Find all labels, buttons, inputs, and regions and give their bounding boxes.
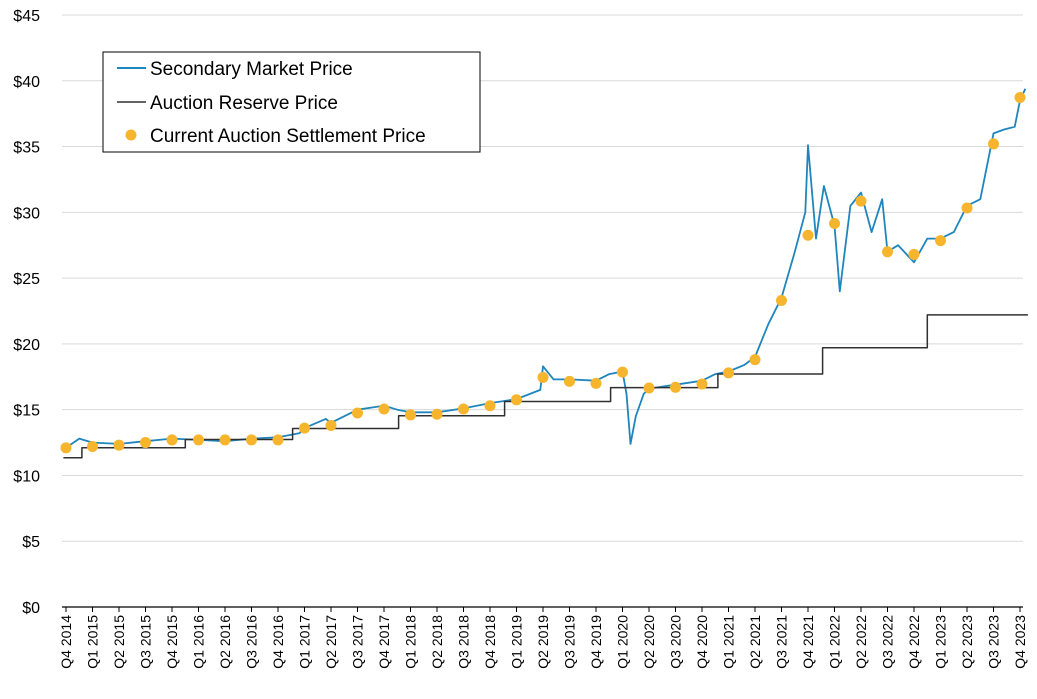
x-tick-label: Q2 2017 xyxy=(323,615,339,669)
settlement-price-point xyxy=(961,202,973,214)
y-tick-label: $45 xyxy=(13,8,40,25)
settlement-price-point xyxy=(1014,91,1026,103)
series xyxy=(60,88,1028,459)
legend-label-settlement: Current Auction Settlement Price xyxy=(150,126,426,147)
settlement-price-point xyxy=(537,371,549,383)
x-tick-label: Q1 2019 xyxy=(509,615,525,669)
x-tick-label: Q3 2018 xyxy=(456,615,472,669)
x-tick-label: Q2 2015 xyxy=(111,615,127,669)
settlement-price-point xyxy=(87,441,98,453)
x-tick-label: Q1 2021 xyxy=(721,615,737,669)
x-axis-ticks: Q4 2014 Q1 2015 Q2 2015 Q3 2015 Q4 2015 Q1 20… xyxy=(58,607,1028,669)
settlement-price-point xyxy=(511,394,522,406)
settlement-price-point xyxy=(882,246,893,258)
settlement-price-point xyxy=(696,378,708,390)
y-tick-label: $25 xyxy=(13,271,40,288)
x-tick-label: Q2 2019 xyxy=(535,615,551,669)
x-tick-label: Q1 2016 xyxy=(191,615,207,669)
x-tick-label: Q2 2016 xyxy=(217,615,233,669)
legend-swatch-settlement xyxy=(125,129,137,141)
settlement-price-point xyxy=(193,434,204,446)
y-tick-label: $35 xyxy=(13,140,40,157)
settlement-price-point xyxy=(670,381,681,393)
x-tick-label: Q4 2022 xyxy=(906,615,922,669)
settlement-price-point xyxy=(113,439,125,451)
settlement-price-point xyxy=(484,400,496,412)
settlement-price-point xyxy=(431,408,443,420)
settlement-price-point xyxy=(299,422,310,434)
x-tick-label: Q1 2015 xyxy=(85,615,101,669)
settlement-price-point xyxy=(617,366,628,378)
settlement-price-point xyxy=(458,403,469,415)
x-tick-label: Q4 2016 xyxy=(270,615,286,669)
x-tick-label: Q3 2021 xyxy=(774,615,790,669)
gridlines xyxy=(62,14,1023,608)
x-tick-label: Q2 2020 xyxy=(641,615,657,669)
x-tick-label: Q2 2023 xyxy=(959,615,975,669)
y-tick-label: $30 xyxy=(13,205,40,222)
settlement-price-point xyxy=(219,434,231,446)
x-tick-label: Q2 2018 xyxy=(429,615,445,669)
x-tick-label: Q1 2018 xyxy=(403,615,419,669)
x-tick-label: Q4 2023 xyxy=(1012,615,1028,669)
settlement-price-point xyxy=(166,434,178,446)
x-tick-label: Q4 2021 xyxy=(800,615,816,669)
y-tick-label: $5 xyxy=(22,534,40,551)
settlement-price-point xyxy=(590,377,602,389)
settlement-price-point xyxy=(272,434,284,446)
legend: Secondary Market Price Auction Reserve P… xyxy=(102,51,481,153)
settlement-price-point xyxy=(352,407,363,419)
settlement-price-point xyxy=(405,409,416,421)
settlement-price-point xyxy=(564,375,575,387)
x-tick-label: Q4 2017 xyxy=(376,615,392,669)
y-tick-label: $10 xyxy=(13,468,40,485)
x-tick-label: Q3 2016 xyxy=(244,615,260,669)
settlement-price-point xyxy=(776,294,787,306)
settlement-price-point xyxy=(140,437,151,449)
x-tick-label: Q4 2020 xyxy=(694,615,710,669)
x-tick-label: Q4 2018 xyxy=(482,615,498,669)
settlement-price-point xyxy=(908,248,920,260)
legend-label-reserve: Auction Reserve Price xyxy=(150,93,338,114)
settlement-price-point xyxy=(378,403,390,415)
y-tick-label: $15 xyxy=(13,403,40,420)
x-tick-label: Q1 2022 xyxy=(827,615,843,669)
x-tick-label: Q3 2017 xyxy=(350,615,366,669)
settlement-price-point xyxy=(988,138,999,150)
x-tick-label: Q1 2023 xyxy=(933,615,949,669)
x-tick-label: Q2 2022 xyxy=(853,615,869,669)
x-tick-label: Q3 2019 xyxy=(562,615,578,669)
x-tick-label: Q3 2015 xyxy=(138,615,154,669)
settlement-price-point xyxy=(246,434,257,446)
settlement-price-point xyxy=(325,419,337,431)
x-tick-label: Q3 2023 xyxy=(986,615,1002,669)
settlement-price-point xyxy=(855,195,867,207)
x-tick-label: Q3 2022 xyxy=(880,615,896,669)
settlement-price-point xyxy=(802,229,814,241)
settlement-price-point xyxy=(60,442,72,454)
settlement-price-point xyxy=(643,382,655,394)
x-tick-label: Q4 2019 xyxy=(588,615,604,669)
legend-label-secondary: Secondary Market Price xyxy=(150,59,353,80)
x-tick-label: Q1 2017 xyxy=(297,615,313,669)
settlement-price-point xyxy=(749,354,761,366)
x-tick-label: Q3 2020 xyxy=(668,615,684,669)
y-tick-label: $40 xyxy=(13,74,40,91)
settlement-price-point xyxy=(723,367,734,379)
settlement-price-point xyxy=(935,235,946,247)
y-tick-label: $20 xyxy=(13,337,40,354)
legend-box xyxy=(102,51,481,153)
x-tick-label: Q2 2021 xyxy=(747,615,763,669)
auction-reserve-price-line xyxy=(63,314,1028,459)
settlement-price-point xyxy=(829,218,840,230)
x-tick-label: Q4 2015 xyxy=(164,615,180,669)
y-axis-ticks: $0 $5 $10 $15 $20 $25 $30 $35 $40 $45 xyxy=(13,8,40,617)
y-tick-label: $0 xyxy=(22,600,40,617)
x-tick-label: Q4 2014 xyxy=(58,615,74,669)
x-tick-label: Q1 2020 xyxy=(615,615,631,669)
